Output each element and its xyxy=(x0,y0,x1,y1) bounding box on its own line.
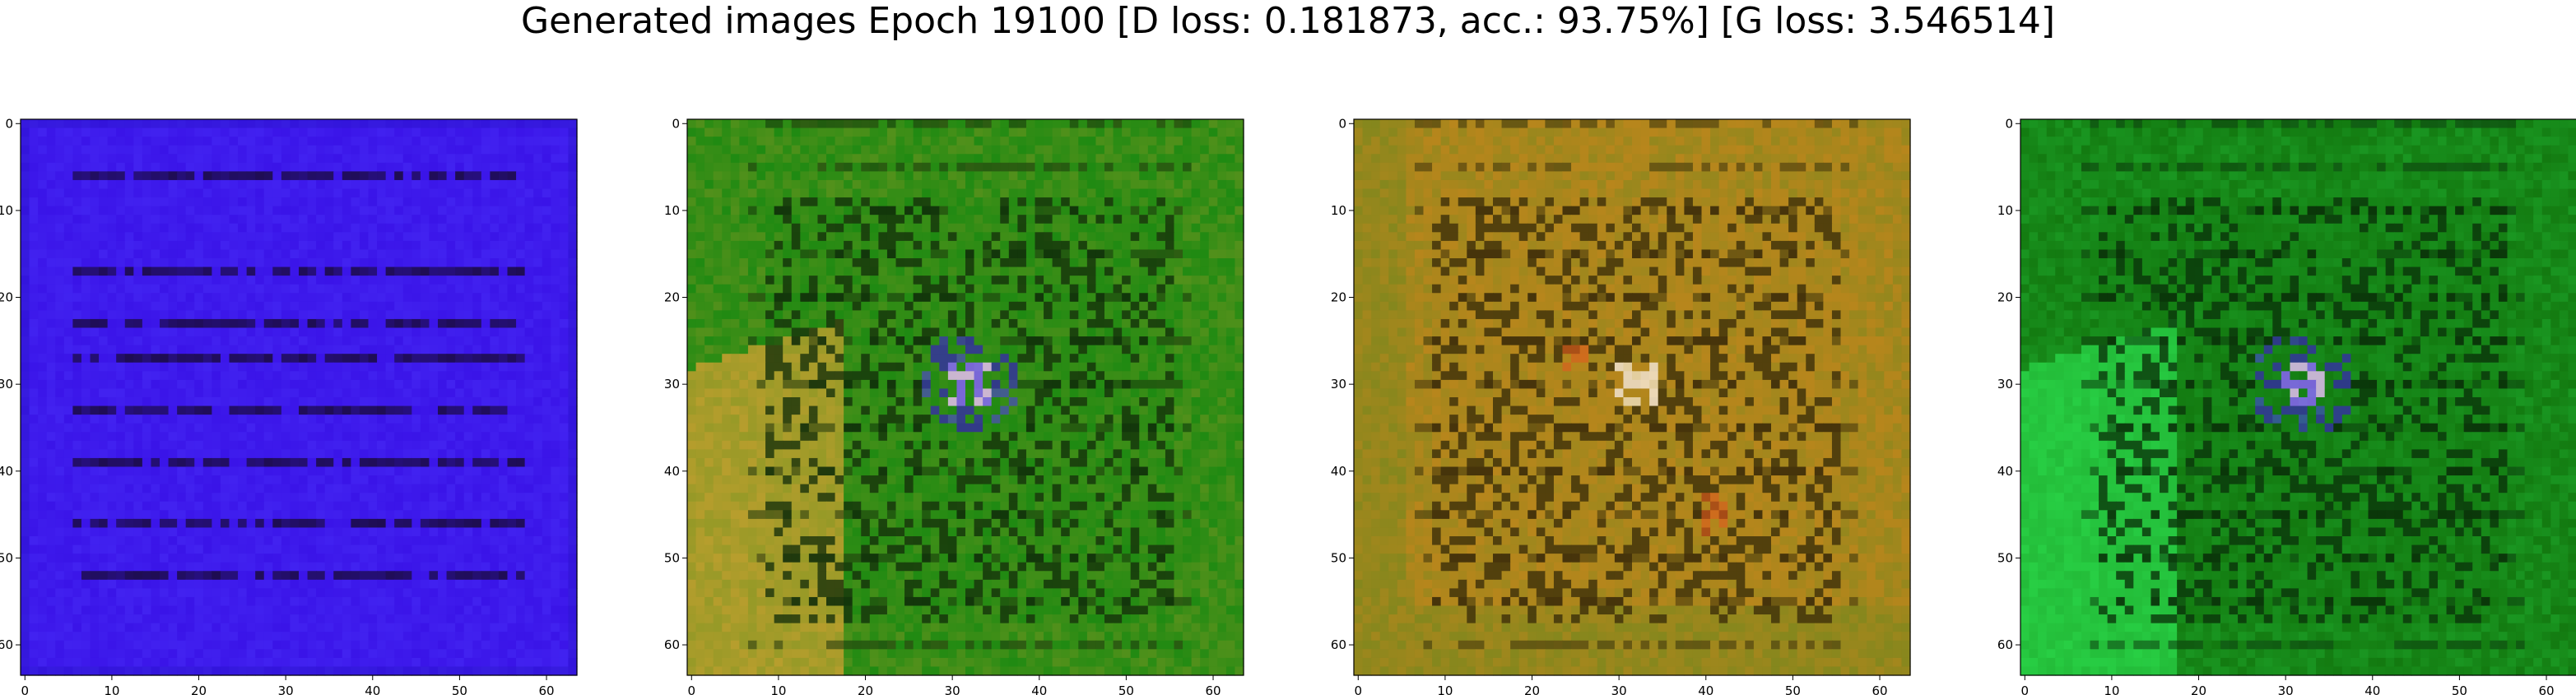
x-tick-label: 60 xyxy=(1872,683,1887,695)
x-tick-label: 50 xyxy=(1118,683,1134,695)
x-tick-label: 20 xyxy=(191,683,207,695)
x-tick-label: 50 xyxy=(2452,683,2467,695)
x-tick-label: 0 xyxy=(2021,683,2030,695)
y-tick-label: 40 xyxy=(1331,464,1346,479)
image-panel-2: 0 10 20 30 40 50 60 0 10 20 30 40 50 60 xyxy=(664,0,1276,695)
x-tick-label: 0 xyxy=(21,683,30,695)
y-tick-label: 10 xyxy=(0,203,13,218)
x-tick-label: 10 xyxy=(770,683,786,695)
y-tick-label: 60 xyxy=(1331,637,1346,652)
y-tick-label: 0 xyxy=(2005,116,2013,131)
x-tick-label: 0 xyxy=(688,683,696,695)
x-tick-label: 60 xyxy=(1205,683,1221,695)
y-tick-label: 30 xyxy=(1331,377,1346,392)
panel-svg: 0 10 20 30 40 50 60 0 10 20 30 40 50 60 xyxy=(1331,116,1911,695)
x-tick-label: 0 xyxy=(1355,683,1363,695)
generated-image xyxy=(2020,119,2576,676)
y-tick-label: 20 xyxy=(1331,290,1346,305)
generated-image xyxy=(21,119,578,676)
y-tick-label: 60 xyxy=(1997,637,2013,652)
x-tick-label: 50 xyxy=(452,683,467,695)
y-tick-label: 30 xyxy=(0,377,13,392)
panel-svg: 0 10 20 30 40 50 60 0 10 20 30 40 50 60 xyxy=(0,116,578,695)
axes-frame xyxy=(686,118,1244,676)
x-tick-label: 30 xyxy=(1611,683,1627,695)
y-tick-label: 40 xyxy=(664,464,680,479)
x-tick-label: 40 xyxy=(365,683,380,695)
figure-title: Generated images Epoch 19100 [D loss: 0.… xyxy=(520,0,2056,42)
y-tick-label: 10 xyxy=(664,203,680,218)
x-tick-label: 60 xyxy=(538,683,554,695)
x-tick-label: 10 xyxy=(104,683,119,695)
image-panel-4: 0 10 20 30 40 50 60 0 10 20 30 40 50 60 xyxy=(1997,0,2576,695)
y-tick-label: 60 xyxy=(0,637,13,652)
x-tick-label: 30 xyxy=(945,683,960,695)
x-tick-label: 20 xyxy=(1524,683,1540,695)
generated-image xyxy=(1354,119,1911,676)
x-tick-label: 10 xyxy=(2104,683,2119,695)
x-tick-label: 40 xyxy=(1698,683,1713,695)
x-tick-label: 50 xyxy=(1785,683,1801,695)
generated-image xyxy=(687,119,1244,676)
axes-frame xyxy=(1353,118,1911,676)
y-tick-label: 50 xyxy=(0,550,13,565)
axes-frame xyxy=(2020,118,2576,676)
x-tick-label: 30 xyxy=(278,683,294,695)
y-tick-label: 10 xyxy=(1331,203,1346,218)
x-tick-label: 30 xyxy=(2278,683,2294,695)
image-panel-1: 0 10 20 30 40 50 60 0 10 20 30 40 50 60 xyxy=(0,0,609,695)
y-tick-label: 50 xyxy=(1331,550,1346,565)
y-tick-label: 0 xyxy=(1338,116,1346,131)
y-tick-label: 50 xyxy=(664,550,680,565)
y-tick-label: 50 xyxy=(1997,550,2013,565)
y-tick-label: 30 xyxy=(664,377,680,392)
y-tick-label: 30 xyxy=(1997,377,2013,392)
panel-svg: 0 10 20 30 40 50 60 0 10 20 30 40 50 60 xyxy=(664,116,1244,695)
x-tick-label: 40 xyxy=(2364,683,2380,695)
x-tick-label: 60 xyxy=(2538,683,2554,695)
axes-frame xyxy=(20,118,578,676)
y-tick-label: 20 xyxy=(0,290,13,305)
image-panel-3: 0 10 20 30 40 50 60 0 10 20 30 40 50 60 xyxy=(1331,0,1942,695)
panel-svg: 0 10 20 30 40 50 60 0 10 20 30 40 50 60 xyxy=(1997,116,2576,695)
x-tick-label: 10 xyxy=(1437,683,1453,695)
x-tick-label: 20 xyxy=(858,683,873,695)
y-tick-label: 0 xyxy=(672,116,680,131)
y-tick-label: 0 xyxy=(5,116,13,131)
x-tick-label: 20 xyxy=(2191,683,2206,695)
y-tick-label: 40 xyxy=(0,464,13,479)
y-tick-label: 60 xyxy=(664,637,680,652)
y-tick-label: 20 xyxy=(1997,290,2013,305)
y-tick-label: 20 xyxy=(664,290,680,305)
y-tick-label: 40 xyxy=(1997,464,2013,479)
x-tick-label: 40 xyxy=(1031,683,1047,695)
y-tick-label: 10 xyxy=(1997,203,2013,218)
